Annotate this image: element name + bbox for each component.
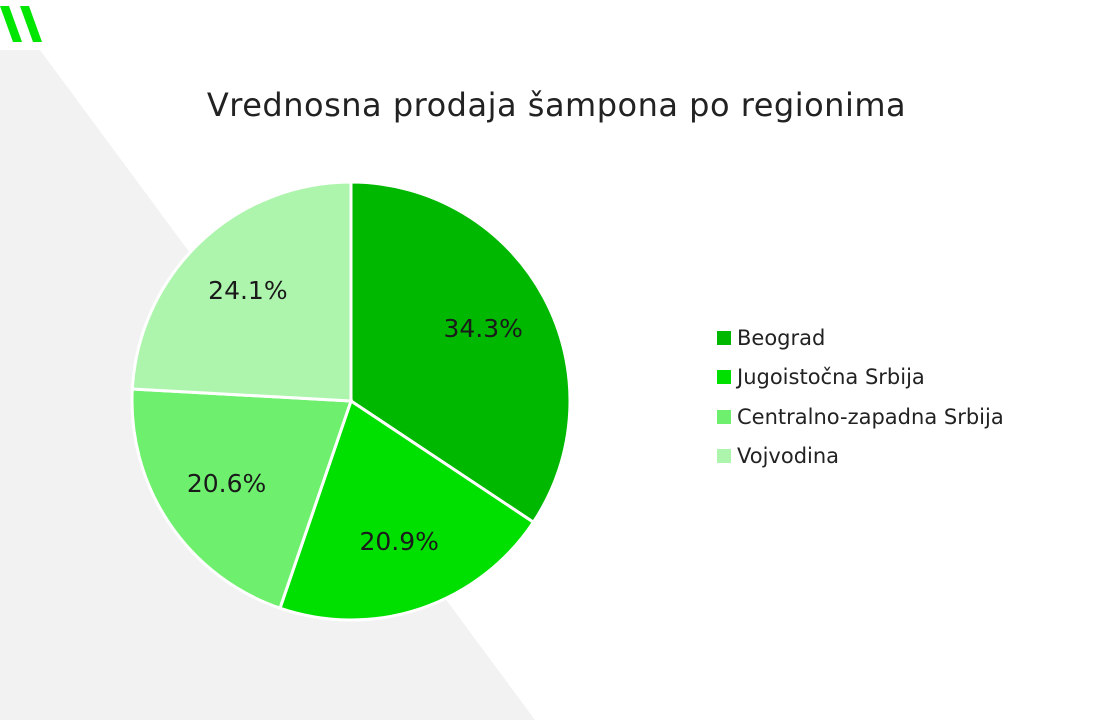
legend-swatch-0 xyxy=(717,330,731,345)
legend-item-0: Beograd xyxy=(717,318,1004,358)
legend-item-1: Jugoistočna Srbija xyxy=(717,358,1004,398)
pie-slice-2 xyxy=(130,387,354,611)
chart-title: Vrednosna prodaja šampona po regionima xyxy=(206,86,907,124)
legend-item-3: Vojvodina xyxy=(717,437,1004,477)
legend-label-1: Jugoistočna Srbija xyxy=(737,365,925,390)
slice-value-label-2: 20.6% xyxy=(187,469,266,498)
pie-slice-3 xyxy=(130,180,353,403)
chart-legend: Beograd Jugoistočna Srbija Centralno-zapad… xyxy=(717,318,1004,476)
brand-logo xyxy=(0,6,42,42)
slice-value-label-3: 24.1% xyxy=(208,276,287,305)
legend-swatch-1 xyxy=(717,370,731,385)
pie-slice-1 xyxy=(278,398,536,622)
legend-swatch-2 xyxy=(717,409,731,424)
legend-label-2: Centralno-zapadna Srbija xyxy=(737,404,1004,429)
legend-label-3: Vojvodina xyxy=(737,444,840,469)
legend-label-0: Beograd xyxy=(737,325,826,350)
slice-value-label-0: 34.3% xyxy=(443,314,522,343)
legend-swatch-3 xyxy=(717,449,731,464)
slice-value-label-1: 20.9% xyxy=(359,527,438,556)
legend-item-2: Centralno-zapadna Srbija xyxy=(717,397,1004,437)
